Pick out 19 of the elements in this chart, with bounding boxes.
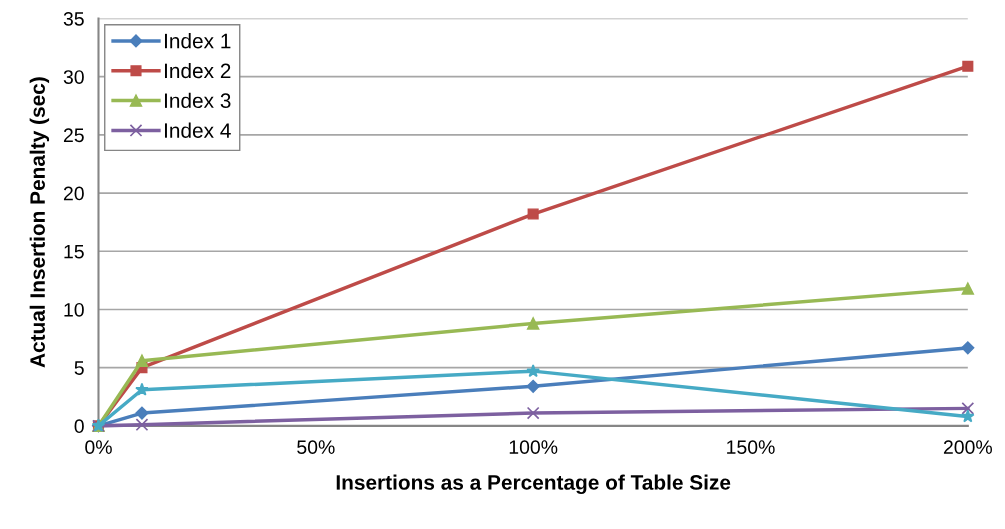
x-tick-label: 100%: [509, 440, 558, 455]
y-tick-label: 30: [63, 70, 84, 84]
y-tick-label: 20: [63, 186, 84, 201]
x-tick-label: 50%: [297, 440, 335, 455]
x-tick-label: 200%: [943, 440, 992, 455]
legend-label: Index 4: [165, 122, 231, 138]
x-tick-label: 150%: [727, 440, 775, 455]
y-axis-title: Actual Insertion Penalty (sec): [29, 77, 50, 368]
y-tick-label: 5: [74, 361, 84, 375]
y-tick-label: 25: [63, 128, 84, 143]
y-tick-label: 0: [74, 419, 84, 434]
x-axis-title: Insertions as a Percentage of Table Size: [336, 474, 731, 495]
legend-label: Index 1: [165, 33, 231, 49]
legend-label: Index 2: [165, 62, 231, 79]
y-tick-label: 35: [63, 11, 84, 26]
y-tick-label: 15: [64, 244, 84, 259]
legend-label: Index 3: [165, 92, 231, 109]
y-tick-label: 10: [64, 302, 84, 317]
x-tick-label: 0%: [85, 440, 112, 455]
